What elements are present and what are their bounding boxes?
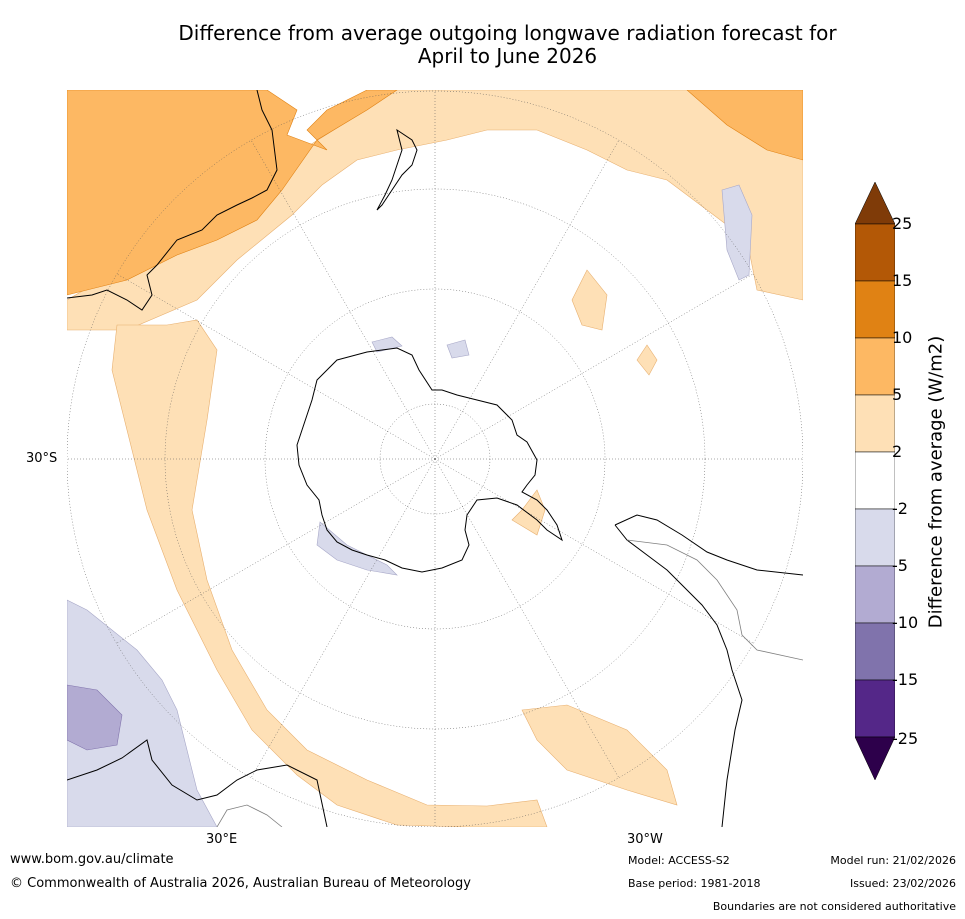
anomaly-region-atlantic-arc	[111, 319, 548, 827]
colorbar-label: Difference from average (W/m2)	[925, 335, 947, 629]
anomaly-regions-5-to-10	[67, 90, 803, 296]
polar-map-svg	[67, 90, 803, 827]
lat-circle-60s	[264, 288, 606, 630]
anomaly-region-east-patch-2	[636, 344, 658, 376]
anomaly-regions-neg2-to-neg5	[67, 184, 753, 827]
colorbar-tick-2: 2	[892, 442, 903, 461]
meridian-60e	[116, 273, 436, 460]
anomaly-regions-neg5-to-neg10	[67, 684, 123, 751]
anomaly-region-antarctic-cool-3	[446, 339, 470, 359]
colorbar	[855, 182, 895, 781]
border-south-america	[626, 539, 803, 661]
anomaly-region-pacific-cool	[721, 184, 753, 281]
colorbar-top-extend	[855, 182, 895, 225]
footer-base-period: Base period: 1981-2018	[628, 877, 761, 890]
colorbar-bin-10-to-15	[855, 280, 895, 339]
anomaly-region-pacific-patch	[521, 704, 678, 806]
anomaly-region-south-america-cool-core	[67, 684, 123, 751]
footer-disclaimer: Boundaries are not considered authoritat…	[712, 900, 956, 913]
anomaly-region-drake-patch	[511, 489, 546, 536]
colorbar-tick-neg25: -25	[892, 729, 919, 748]
colorbar-bin-neg5-to-neg2	[855, 508, 895, 567]
colorbar-bin-15-to-25	[855, 223, 895, 282]
meridian-120w	[434, 458, 754, 644]
colorbar-bin-neg15-to-neg10	[855, 622, 895, 681]
colorbar-bin-neg25-to-neg15	[855, 679, 895, 738]
meridian-30e	[250, 139, 436, 460]
polar-map	[67, 90, 803, 827]
footer-issued: Issued: 23/02/2026	[849, 877, 956, 890]
country-borders	[216, 539, 803, 827]
anomaly-region-indian-ocean-band	[67, 90, 803, 331]
footer-model-run: Model run: 21/02/2026	[830, 854, 956, 867]
colorbar-tick-25: 25	[892, 214, 913, 233]
meridian-150w	[434, 458, 620, 779]
lon-label-30e: 30°E	[206, 832, 238, 847]
map-title-line-1: Difference from average outgoing longwav…	[178, 21, 837, 45]
map-title-line-2: April to June 2026	[417, 44, 598, 68]
meridian-30w	[434, 139, 620, 460]
colorbar-tick-neg2: -2	[892, 499, 908, 518]
colorbar-bin-2-to-5	[855, 394, 895, 453]
new-zealand-outline	[376, 128, 418, 211]
colorbar-bin-neg2-to-2	[855, 451, 895, 510]
meridian-60w	[434, 273, 754, 460]
colorbar-tick-neg10: -10	[892, 613, 919, 632]
anomaly-region-antarctic-cool-1	[316, 521, 398, 576]
meridian-120e	[116, 458, 436, 644]
anomaly-region-pacific-warm	[686, 90, 803, 161]
footer-model: Model: ACCESS-S2	[628, 854, 730, 867]
graticule-meridians	[67, 90, 803, 827]
colorbar-bin-neg10-to-neg5	[855, 565, 895, 624]
anomaly-region-antarctic-cool-2	[371, 336, 403, 353]
anomaly-regions-2-to-5	[67, 90, 803, 827]
south-america-outline	[614, 514, 803, 827]
footer-copyright: © Commonwealth of Australia 2026, Austra…	[10, 876, 471, 891]
colorbar-bin-5-to-10	[855, 337, 895, 396]
lat-label-30s: 30°S	[26, 451, 58, 466]
border-africa	[216, 804, 283, 827]
anomaly-region-south-america-cool	[67, 599, 218, 827]
colorbar-tick-10: 10	[892, 328, 913, 347]
colorbar-tick-15: 15	[892, 271, 913, 290]
australia-outline	[67, 90, 278, 311]
africa-outline	[67, 739, 328, 827]
colorbar-tick-5: 5	[892, 385, 903, 404]
colorbar-tick-neg5: -5	[892, 556, 908, 575]
antarctica-outline	[296, 347, 563, 573]
colorbar-bottom-extend	[855, 736, 895, 781]
anomaly-region-australia-warm	[67, 90, 398, 296]
meridian-150e	[250, 458, 436, 779]
anomaly-region-east-patch	[571, 269, 608, 331]
footer-website[interactable]: www.bom.gov.au/climate	[10, 852, 174, 867]
lon-label-30w: 30°W	[627, 832, 663, 847]
colorbar-tick-neg15: -15	[892, 670, 919, 689]
